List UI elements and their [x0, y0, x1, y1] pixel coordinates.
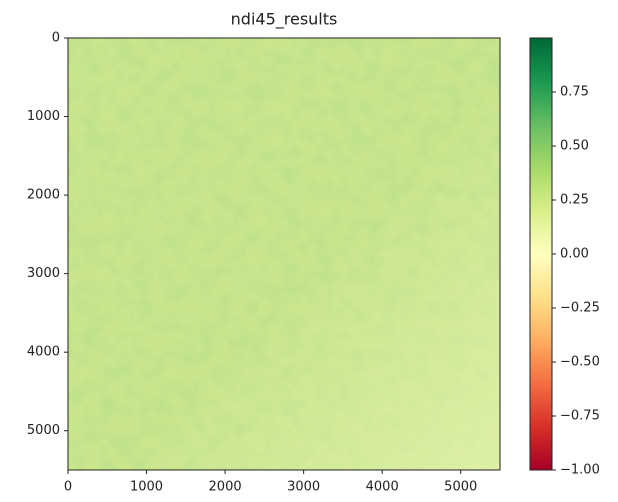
colorbar-tick-label: −0.25 — [560, 301, 600, 316]
x-tick-label: 3000 — [287, 480, 320, 495]
colorbar-tick-label: 0.50 — [560, 139, 589, 154]
x-tick-label: 0 — [64, 480, 72, 495]
colorbar — [529, 37, 553, 471]
x-tick-label: 4000 — [366, 480, 399, 495]
chart-title: ndi45_results — [231, 10, 338, 30]
colorbar-tick-label: −1.00 — [560, 463, 600, 478]
raster-image — [67, 37, 501, 471]
y-tick-label: 3000 — [27, 266, 60, 281]
y-tick-label: 5000 — [27, 423, 60, 438]
x-tick-label: 1000 — [130, 480, 163, 495]
colorbar-tick-label: 0.25 — [560, 193, 589, 208]
colorbar-tick-label: 0.00 — [560, 247, 589, 262]
colorbar-tick-label: −0.75 — [560, 409, 600, 424]
y-tick-label: 1000 — [27, 109, 60, 124]
x-tick-label: 5000 — [444, 480, 477, 495]
x-tick-label: 2000 — [209, 480, 242, 495]
y-tick-label: 0 — [52, 31, 60, 46]
y-tick-label: 2000 — [27, 188, 60, 203]
y-tick-label: 4000 — [27, 345, 60, 360]
colorbar-tick-label: −0.50 — [560, 355, 600, 370]
colorbar-tick-label: 0.75 — [560, 85, 589, 100]
